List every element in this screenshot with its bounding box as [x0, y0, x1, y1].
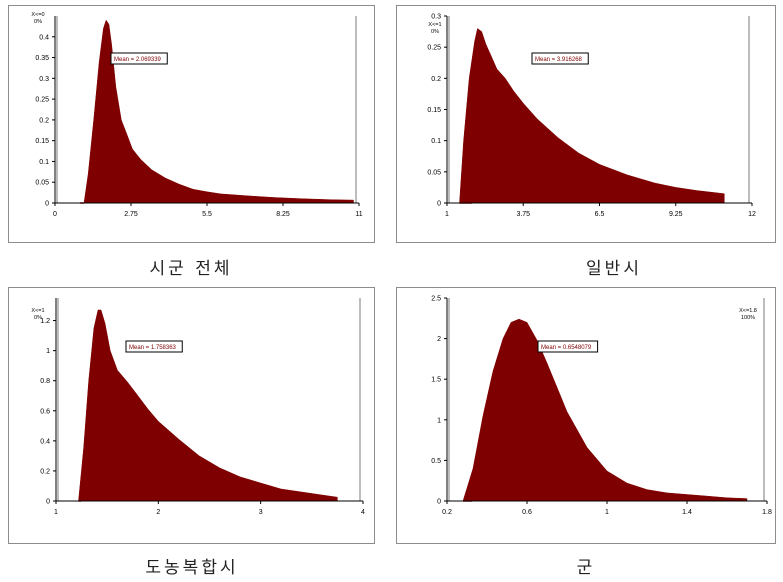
y-tick-label: 0	[45, 201, 49, 208]
x-tick-label: 4	[361, 509, 365, 516]
x-tick-label: 1	[54, 509, 58, 516]
chart-panel-2: 0 0.05 0.1 0.15 0.2 0.25 0.3 1 3.75 6.5 9.25 12 Mean…	[396, 5, 776, 243]
chart-svg-2: 0 0.05 0.1 0.15 0.2 0.25 0.3 1 3.75 6.5 9.25 12 Mean…	[427, 14, 756, 219]
x-tick-label: 1.8	[762, 509, 772, 516]
mean-label-text: Mean = 1.758363	[129, 345, 177, 351]
y-tick-label: 0.35	[35, 55, 49, 62]
x-tick-label: 0.2	[442, 509, 452, 516]
y-tick-label: 0.2	[431, 76, 441, 83]
x-tick-label: 12	[748, 211, 756, 218]
mean-label-box	[537, 340, 599, 353]
right-marker-label: X<=1.8	[739, 308, 757, 314]
left-marker-label: X<=1	[428, 22, 441, 28]
mean-label-box	[110, 52, 168, 65]
y-tick-label: 0.6	[40, 408, 50, 415]
left-marker-label: 0%	[431, 29, 439, 35]
y-tick-label: 0.3	[39, 76, 49, 83]
mean-label-text: Mean = 2.069339	[114, 57, 162, 63]
y-tick-label: 0.4	[39, 34, 49, 41]
x-tick-label: 0	[53, 211, 57, 218]
distribution-area	[459, 28, 725, 204]
x-tick-label: 1	[605, 509, 609, 516]
chart-svg-1: 0 0.05 0.1 0.15 0.2 0.25 0.3 0.35 0.4 0 2.75 5.5 8.2…	[31, 12, 362, 218]
mean-label: Mean = 2.069339	[110, 52, 168, 65]
y-tick-label: 0.05	[35, 180, 49, 187]
chart-caption-4: 군	[576, 558, 596, 578]
y-tick-label: 0.15	[35, 138, 49, 145]
mean-label-text: Mean = 3.916268	[535, 57, 583, 63]
x-tick-label: 5.5	[202, 211, 212, 218]
chart-svg-3: 0 0.2 0.4 0.6 0.8 1 1.2 1 2 3 4 Mean = 1.758363 X<=1…	[31, 298, 365, 516]
x-tick-label: 8.25	[276, 211, 290, 218]
x-tick-label: 1.4	[682, 509, 692, 516]
y-tick-label: 0.1	[431, 138, 441, 145]
left-marker-label: X<=0	[31, 12, 44, 18]
y-tick-label: 0.2	[40, 468, 50, 475]
chart-panel-4: 0 0.5 1 1.5 2 2.5 0.2 0.6 1 1.4 1.8 Mean = 0.654807…	[396, 287, 776, 544]
left-marker-label: 0%	[34, 19, 42, 25]
y-tick-label: 0.15	[427, 107, 441, 114]
x-tick-label: 2.75	[124, 211, 138, 218]
y-tick-label: 2.5	[431, 296, 441, 303]
y-tick-label: 2	[437, 336, 441, 343]
chart-panel-1: 0 0.05 0.1 0.15 0.2 0.25 0.3 0.35 0.4 0 2.75 5.5 8.2…	[8, 5, 375, 243]
y-tick-label: 0	[437, 499, 441, 506]
y-tick-label: 1.5	[431, 377, 441, 384]
y-tick-label: 0.2	[39, 117, 49, 124]
x-tick-label: 11	[355, 211, 362, 218]
y-tick-label: 0.4	[40, 438, 50, 445]
chart-caption-3: 도농복합시	[145, 558, 239, 578]
x-tick-label: 3	[259, 509, 263, 516]
mean-label-box	[531, 52, 589, 65]
distribution-area	[83, 19, 354, 204]
chart-caption-1: 시군 전체	[149, 259, 233, 279]
left-marker-label: 0%	[34, 315, 42, 321]
y-tick-label: 1	[46, 348, 50, 355]
mean-label-text: Mean = 0.6548079	[541, 345, 592, 351]
y-tick-label: 0	[437, 201, 441, 208]
x-tick-label: 0.6	[522, 509, 532, 516]
y-tick-label: 0.25	[35, 97, 49, 104]
chart-caption-2: 일반시	[586, 259, 642, 279]
mean-label-box	[125, 340, 183, 353]
right-marker-label: 100%	[741, 315, 755, 321]
x-tick-label: 9.25	[669, 211, 683, 218]
mean-label: Mean = 1.758363	[125, 340, 183, 353]
left-marker-label: X<=1	[31, 308, 44, 314]
y-tick-label: 0.25	[427, 45, 441, 52]
x-tick-label: 3.75	[516, 211, 530, 218]
y-tick-label: 0.5	[431, 458, 441, 465]
x-tick-label: 6.5	[595, 211, 605, 218]
distribution-area	[462, 318, 748, 502]
y-tick-label: 1.2	[40, 318, 50, 325]
mean-label: Mean = 0.6548079	[537, 340, 599, 353]
chart-panel-3: 0 0.2 0.4 0.6 0.8 1 1.2 1 2 3 4 Mean = 1.758363 X<=1…	[8, 287, 375, 544]
y-tick-label: 0.05	[427, 169, 441, 176]
y-tick-label: 0.1	[39, 159, 49, 166]
y-tick-label: 0.8	[40, 378, 50, 385]
x-tick-label: 2	[156, 509, 160, 516]
chart-svg-4: 0 0.5 1 1.5 2 2.5 0.2 0.6 1 1.4 1.8 Mean = 0.654807…	[431, 296, 772, 517]
mean-label: Mean = 3.916268	[531, 52, 589, 65]
distribution-area	[78, 309, 338, 502]
x-tick-label: 1	[445, 211, 449, 218]
y-tick-label: 0.3	[431, 14, 441, 21]
y-tick-label: 1	[437, 417, 441, 424]
y-tick-label: 0	[46, 499, 50, 506]
